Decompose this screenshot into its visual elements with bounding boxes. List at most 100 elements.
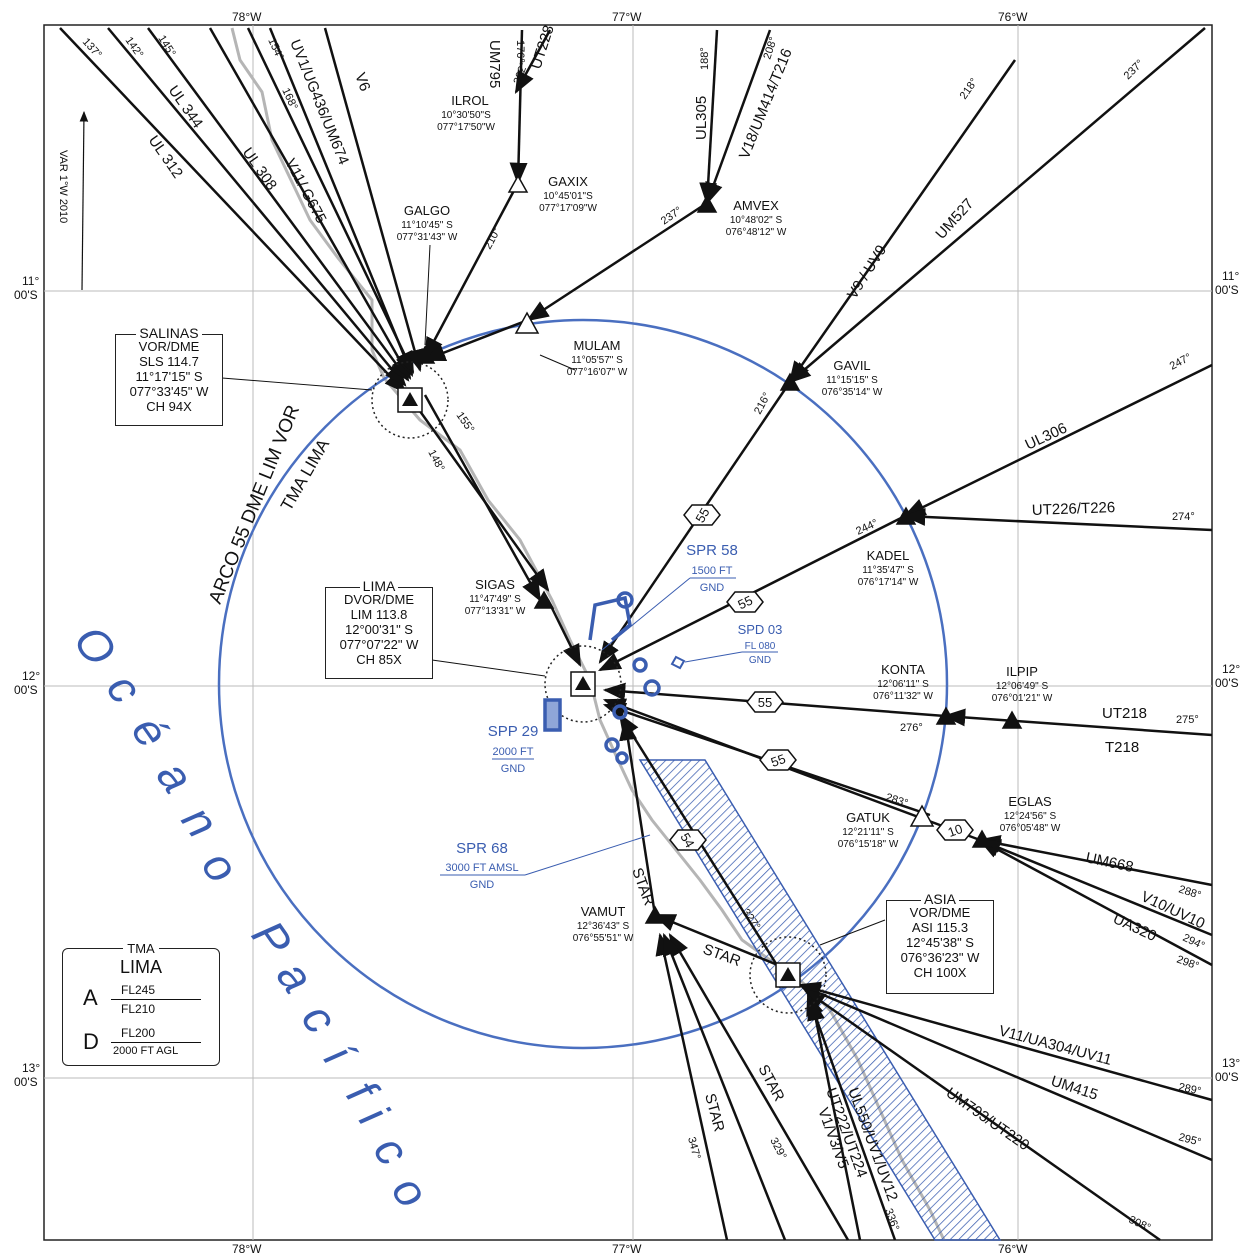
spd03-bot: GND — [749, 655, 771, 666]
lon-label-top: 76°W — [998, 10, 1028, 24]
fix-coord: 11°35'47" S — [862, 565, 914, 576]
fix-coord: 076°17'14" W — [858, 577, 919, 588]
class-d-letter: D — [83, 1029, 99, 1054]
bearing-label: 329° — [767, 1136, 788, 1162]
fix-name: GAVIL — [833, 358, 870, 373]
spp29-top: 2000 FT — [493, 746, 534, 758]
airway-label: UM527 — [932, 195, 977, 242]
airway-label: V18/UM414/T216 — [736, 46, 796, 161]
airway-label: UL 344 — [165, 83, 206, 132]
fix-gaxix-marker[interactable] — [507, 174, 529, 193]
svg-text:00'S: 00'S — [14, 288, 38, 302]
leader-lines — [221, 244, 886, 946]
bearing-label: 247° — [1168, 351, 1194, 372]
fix-gavil-marker[interactable] — [779, 372, 801, 391]
fix-galgo-marker[interactable] — [414, 345, 436, 364]
grid-labels: 78°W 77°W 76°W 78°W 77°W 76°W 11° 00'S 1… — [14, 10, 1240, 1256]
airway-label: UM795 — [486, 40, 503, 88]
fix-name: MULAM — [574, 338, 621, 353]
fix-eglas-marker[interactable] — [971, 829, 993, 848]
spr68-bot: GND — [470, 879, 495, 891]
fix-coord: 11°05'57" S — [571, 355, 623, 366]
airway-label: UM793/UT220 — [943, 1084, 1033, 1154]
fix-konta-marker[interactable] — [935, 706, 957, 725]
fix-coord: 10°30'50"S — [441, 110, 491, 121]
fix-name: KADEL — [867, 548, 910, 563]
tma-lima-circle — [217, 318, 949, 1050]
svg-text:00'S: 00'S — [1215, 676, 1239, 690]
variation-label: VAR 1°W 2010 — [57, 150, 69, 223]
fix-mulam-marker[interactable] — [514, 311, 540, 334]
bearing-label: 275° — [1176, 714, 1199, 726]
compass-rose-salinas — [371, 361, 449, 439]
spr58-name: SPR 58 — [686, 542, 738, 559]
fix-vamut-marker[interactable] — [644, 905, 666, 924]
fix-name: EGLAS — [1008, 794, 1052, 809]
fix-gatuk-marker[interactable] — [909, 804, 935, 827]
svg-text:00'S: 00'S — [1215, 1070, 1239, 1084]
fix-coord: 076°11'32" W — [873, 691, 933, 702]
svg-text:00'S: 00'S — [14, 683, 38, 697]
airway-lines — [59, 27, 1213, 1242]
bearing-label: 176° — [514, 40, 526, 63]
lon-label-bottom: 76°W — [998, 1242, 1028, 1256]
lon-label-top: 77°W — [612, 10, 642, 24]
fix-name: ILPIP — [1006, 664, 1038, 679]
spd03-name: SPD 03 — [738, 622, 783, 637]
svg-text:é: é — [122, 706, 179, 757]
dme-label: 54 — [677, 830, 697, 850]
svg-text:13°: 13° — [1222, 1056, 1240, 1070]
bearing-label: 295° — [1177, 1131, 1202, 1148]
fix-coord: 076°01'21" W — [992, 693, 1053, 704]
airway-label: T218 — [1105, 739, 1139, 756]
bearing-labels: 137° 142° 145° 154° 168° 176° 202° 210° … — [80, 33, 1207, 1234]
tma-legend: TMA LIMA A FL245 FL210 D FL200 2000 FT A… — [62, 941, 220, 1066]
navaid-box-asia: ASIA VOR/DME ASI 115.3 12°45'38" S 076°3… — [886, 891, 994, 994]
spr58-top: 1500 FT — [692, 565, 733, 577]
bearing-label: 202° — [512, 61, 531, 86]
fix-name: SIGAS — [475, 577, 515, 592]
star-label: STAR — [701, 1092, 728, 1134]
svg-text:13°: 13° — [22, 1061, 40, 1075]
airway-label: UM668 — [1084, 849, 1135, 876]
navaid-box-salinas: SALINAS VOR/DME SLS 114.7 11°17'15" S 07… — [115, 325, 223, 426]
navaid-title: SALINAS — [136, 325, 202, 341]
airway-label: UT226/T226 — [1032, 499, 1116, 519]
bearing-label: 336° — [882, 1207, 901, 1232]
class-d-top: FL200 — [121, 1026, 156, 1040]
svg-text:o: o — [192, 841, 249, 892]
bearing-label: 218° — [958, 76, 981, 102]
svg-text:00'S: 00'S — [1215, 283, 1239, 297]
bearing-label: 210° — [482, 226, 503, 252]
fix-kadel-marker[interactable] — [895, 506, 917, 525]
navaid-box-lima: LIMA DVOR/DME LIM 113.8 12°00'31" S 077°… — [325, 578, 433, 679]
spp29-bot: GND — [501, 763, 526, 775]
bearing-label: 145° — [155, 33, 177, 59]
fix-sigas-marker[interactable] — [533, 590, 555, 609]
fix-coord: 076°35'14" W — [822, 387, 883, 398]
svg-text:12°: 12° — [22, 669, 40, 683]
fix-amvex-marker[interactable] — [696, 194, 718, 213]
star-label: STAR — [754, 1062, 787, 1104]
tma-legend-name: LIMA — [119, 957, 162, 977]
svg-text:c: c — [97, 664, 153, 713]
grid-lines — [44, 25, 1212, 1240]
fix-coord: 12°21'11" S — [842, 827, 894, 838]
bearing-label: 237° — [659, 205, 685, 228]
airway-label: UT218 — [1102, 705, 1147, 722]
airway-label: UA320 — [1110, 910, 1159, 945]
bearing-label: 308° — [1127, 1214, 1153, 1234]
fix-coord: 077°17'50"W — [437, 122, 495, 133]
class-d-bot: 2000 FT AGL — [113, 1045, 179, 1057]
fix-name: VAMUT — [581, 904, 626, 919]
svg-text:c: c — [364, 1126, 420, 1175]
fix-ilpip-marker[interactable] — [1001, 710, 1023, 729]
variation-arrow — [79, 110, 89, 291]
tma-legend-title: TMA — [123, 941, 159, 956]
bearing-label: 154° — [265, 36, 285, 62]
fix-coord: 11°15'15" S — [826, 375, 878, 386]
svg-text:a: a — [267, 951, 324, 1002]
fix-coord: 12°06'49" S — [996, 681, 1049, 692]
fix-coord: 076°15'18" W — [838, 839, 899, 850]
airway-label: UL 308 — [239, 145, 280, 194]
